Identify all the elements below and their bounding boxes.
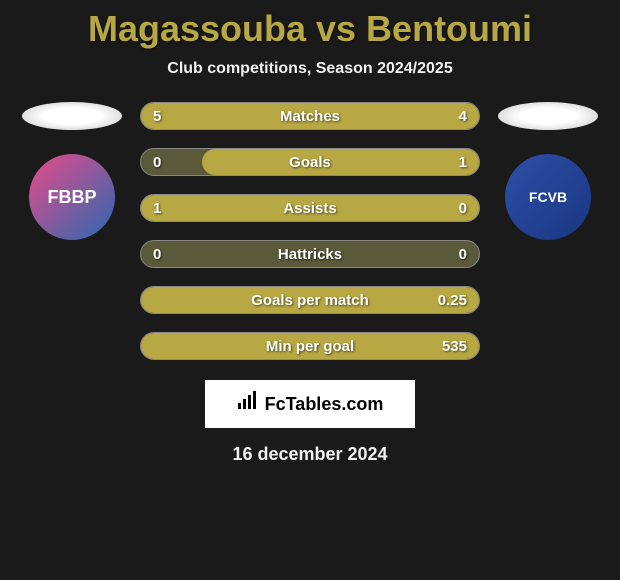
stat-label: Hattricks	[278, 246, 342, 263]
stat-right-value: 0	[459, 200, 467, 217]
stat-left-value: 1	[153, 200, 161, 217]
stat-label: Matches	[280, 108, 340, 125]
stat-bar: 5 Matches 4	[140, 102, 480, 130]
page-title: Magassouba vs Bentoumi	[0, 0, 620, 50]
player-left-column: FBBP	[22, 102, 122, 240]
stat-label: Assists	[283, 200, 336, 217]
stat-bar: 0 Hattricks 0	[140, 240, 480, 268]
stat-left-value: 0	[153, 154, 161, 171]
club-left-logo: FBBP	[29, 154, 115, 240]
chart-icon	[237, 391, 259, 417]
stat-label: Goals per match	[251, 292, 369, 309]
stat-right-value: 0	[459, 246, 467, 263]
stats-column: 5 Matches 4 0 Goals 1 1 Assists 0 0 Hattricks 0 Goal…	[140, 102, 480, 360]
stat-bar: 0 Goals 1	[140, 148, 480, 176]
stat-label: Min per goal	[266, 338, 354, 355]
stat-right-value: 4	[459, 108, 467, 125]
stat-bar: Goals per match 0.25	[140, 286, 480, 314]
stat-right-value: 0.25	[438, 292, 467, 309]
main-container: FBBP 5 Matches 4 0 Goals 1 1 Assists 0 0 Hattricks…	[0, 102, 620, 360]
date-text: 16 december 2024	[0, 444, 620, 465]
stat-fill-right	[327, 103, 479, 129]
stat-fill-right	[202, 149, 479, 175]
stat-left-value: 0	[153, 246, 161, 263]
stat-bar: Min per goal 535	[140, 332, 480, 360]
subtitle: Club competitions, Season 2024/2025	[0, 60, 620, 78]
stat-right-value: 535	[442, 338, 467, 355]
player-right-avatar	[498, 102, 598, 130]
player-left-avatar	[22, 102, 122, 130]
branding-badge[interactable]: FcTables.com	[205, 380, 415, 428]
stat-label: Goals	[289, 154, 331, 171]
stat-left-value: 5	[153, 108, 161, 125]
club-right-logo: FCVB	[505, 154, 591, 240]
player-right-column: FCVB	[498, 102, 598, 240]
branding-text: FcTables.com	[265, 394, 384, 415]
stat-right-value: 1	[459, 154, 467, 171]
stat-bar: 1 Assists 0	[140, 194, 480, 222]
